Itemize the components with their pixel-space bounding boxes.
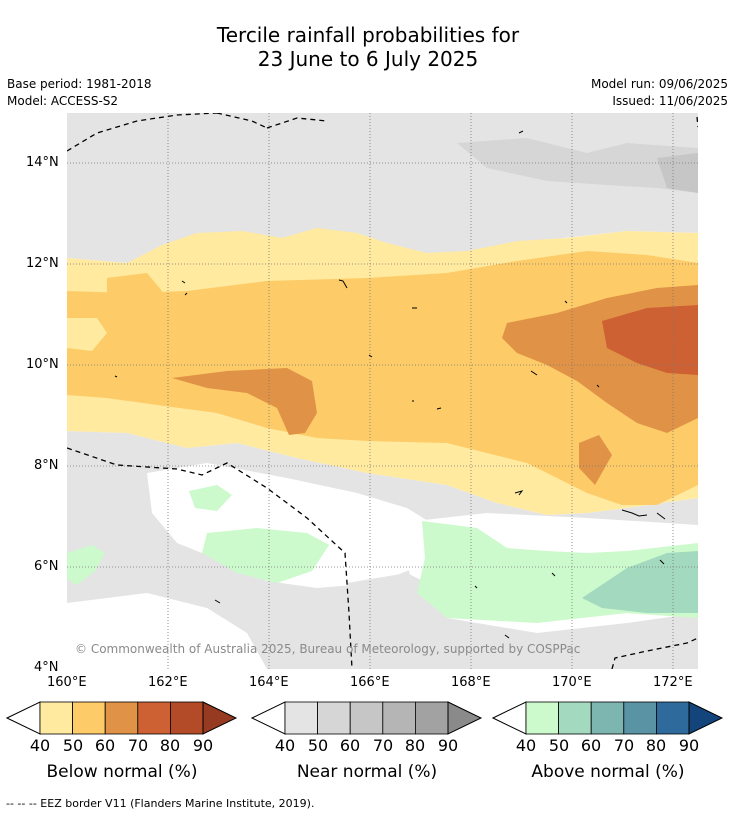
near-tick-90: 90 xyxy=(437,736,459,755)
above-tick-40: 40 xyxy=(515,736,537,755)
above-color-cell-5 xyxy=(655,701,690,735)
base-period: Base period: 1981-2018 xyxy=(7,77,152,91)
lon-label-172e: 172°E xyxy=(653,675,693,690)
lon-label-166e: 166°E xyxy=(350,675,390,690)
below-tick-90: 90 xyxy=(192,736,214,755)
near-color-cell-1 xyxy=(284,701,318,735)
above-normal-region-west xyxy=(202,528,329,583)
colorbar-below-normal xyxy=(6,701,238,735)
below-tick-80: 80 xyxy=(159,736,181,755)
eez-footnote: -- -- -- EEZ border V11 (Flanders Marine… xyxy=(6,797,315,810)
near-normal-region-north-inner xyxy=(457,138,698,193)
above-normal-label: Above normal (%) xyxy=(531,762,685,782)
above-normal-region-edge xyxy=(67,545,105,585)
below-normal-50-band xyxy=(67,251,698,505)
title-line-2: 23 June to 6 July 2025 xyxy=(257,47,479,71)
lon-label-170e: 170°E xyxy=(552,675,592,690)
near-color-cell-3 xyxy=(349,701,384,735)
below-color-cell-2 xyxy=(72,701,106,735)
below-normal-60-region-west xyxy=(172,368,317,435)
near-tick-60: 60 xyxy=(339,736,361,755)
near-color-cell-2 xyxy=(317,701,351,735)
below-color-cell-3 xyxy=(104,701,139,735)
colorbar-below-cells xyxy=(39,701,204,735)
lon-label-164e: 164°E xyxy=(249,675,289,690)
model-name: Model: ACCESS-S2 xyxy=(7,94,119,108)
below-normal-60-small xyxy=(579,435,612,485)
above-tick-60: 60 xyxy=(580,736,602,755)
above-normal-region-small xyxy=(189,485,232,511)
lat-label-10n: 10°N xyxy=(26,357,59,372)
below-tick-40: 40 xyxy=(29,736,51,755)
near-tick-50: 50 xyxy=(307,736,329,755)
lat-label-6n: 6°N xyxy=(34,559,59,574)
below-normal-50-west xyxy=(107,273,162,313)
above-color-cell-2 xyxy=(558,701,592,735)
colorbar-above-cells xyxy=(525,701,690,735)
copyright-notice: © Commonwealth of Australia 2025, Bureau… xyxy=(75,642,580,656)
near-tick-80: 80 xyxy=(404,736,426,755)
white-gap-south-3 xyxy=(67,593,267,669)
lat-label-8n: 8°N xyxy=(34,458,59,473)
near-color-cell-5 xyxy=(414,701,449,735)
eez-border xyxy=(67,113,698,669)
near-tick-40: 40 xyxy=(274,736,296,755)
above-tick-50: 50 xyxy=(548,736,570,755)
above-tick-70: 70 xyxy=(613,736,635,755)
above-tick-90: 90 xyxy=(678,736,700,755)
lon-label-162e: 162°E xyxy=(148,675,188,690)
above-tick-80: 80 xyxy=(645,736,667,755)
below-normal-hole xyxy=(67,318,107,351)
lat-label-12n: 12°N xyxy=(26,256,59,271)
colorbar-above-normal xyxy=(492,701,724,735)
lon-label-160e: 160°E xyxy=(47,675,87,690)
near-color-cell-4 xyxy=(382,701,416,735)
colorbar-near-cells xyxy=(284,701,449,735)
below-tick-50: 50 xyxy=(62,736,84,755)
above-color-cell-1 xyxy=(525,701,559,735)
lat-label-4n: 4°N xyxy=(34,660,59,675)
model-run: Model run: 09/06/2025 xyxy=(590,77,728,91)
lat-label-14n: 14°N xyxy=(26,155,59,170)
near-tick-70: 70 xyxy=(372,736,394,755)
above-color-cell-4 xyxy=(623,701,657,735)
below-color-cell-4 xyxy=(137,701,171,735)
below-normal-70-region xyxy=(602,305,698,375)
above-color-cell-3 xyxy=(590,701,625,735)
below-normal-label: Below normal (%) xyxy=(46,762,198,782)
map-grid xyxy=(67,113,698,669)
island-dots xyxy=(114,130,666,639)
colorbar-near-normal xyxy=(251,701,483,735)
above-normal-region-east-60 xyxy=(582,551,698,613)
issued-date: Issued: 11/06/2025 xyxy=(612,94,728,108)
rainfall-probability-map: © Commonwealth of Australia 2025, Bureau… xyxy=(67,113,698,669)
near-normal-label: Near normal (%) xyxy=(296,762,438,782)
lon-label-168e: 168°E xyxy=(451,675,491,690)
below-tick-70: 70 xyxy=(127,736,149,755)
below-color-cell-1 xyxy=(39,701,73,735)
below-tick-60: 60 xyxy=(94,736,116,755)
title-line-1: Tercile rainfall probabilities for xyxy=(216,23,520,47)
below-color-cell-5 xyxy=(169,701,204,735)
